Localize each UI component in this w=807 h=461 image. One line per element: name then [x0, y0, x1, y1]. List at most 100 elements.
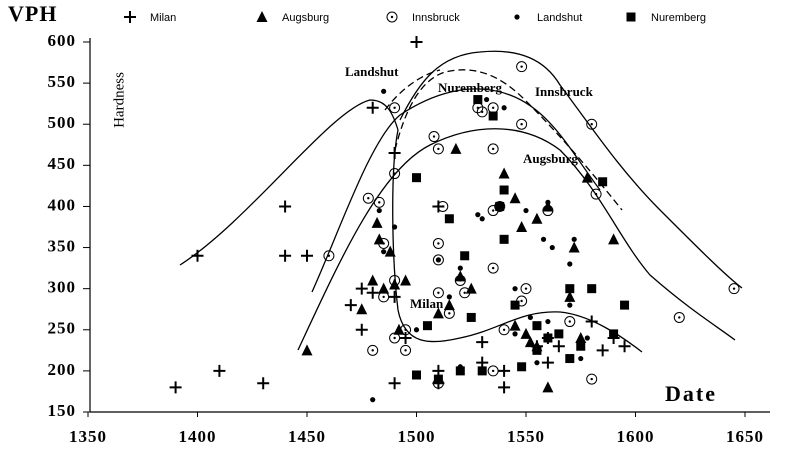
point — [412, 370, 421, 380]
marker-shape — [454, 274, 466, 286]
marker-shape — [367, 344, 379, 356]
point — [412, 173, 421, 183]
marker-shape — [545, 318, 551, 325]
x-tick-label: 1550 — [507, 427, 545, 446]
marker-shape — [389, 278, 401, 290]
marker-shape — [404, 328, 407, 331]
marker-shape — [191, 249, 204, 262]
marker-shape — [564, 290, 576, 302]
point — [575, 332, 587, 343]
annotation: Innsbruck — [535, 84, 594, 99]
point — [301, 344, 313, 356]
point — [435, 257, 441, 263]
marker-shape — [487, 143, 499, 155]
point — [487, 262, 499, 274]
legend-label: Nuremberg — [651, 12, 706, 24]
marker-shape — [554, 329, 564, 339]
curve — [392, 129, 643, 353]
point — [540, 236, 547, 242]
marker-shape — [388, 147, 401, 159]
marker-shape — [520, 327, 532, 339]
point — [388, 377, 401, 390]
point — [510, 300, 520, 310]
marker-shape — [568, 320, 571, 323]
curve — [179, 99, 399, 266]
marker-shape — [578, 355, 584, 362]
point — [498, 167, 510, 179]
marker-shape — [355, 323, 368, 336]
point — [355, 323, 368, 336]
point — [446, 294, 452, 300]
point — [596, 344, 609, 357]
marker-shape — [549, 244, 555, 251]
point — [356, 303, 368, 315]
point — [608, 233, 620, 245]
marker-shape — [483, 96, 490, 103]
marker-shape — [673, 311, 685, 323]
marker-shape — [520, 299, 523, 303]
point — [381, 88, 387, 94]
point — [516, 118, 528, 130]
point — [620, 300, 630, 310]
marker-shape — [412, 173, 421, 183]
marker-shape — [542, 205, 554, 217]
y-tick-label: 600 — [48, 31, 77, 50]
point — [487, 143, 499, 155]
marker-shape — [491, 209, 495, 212]
x-tick-label: 1650 — [726, 427, 764, 446]
marker-shape — [524, 287, 528, 290]
point — [516, 221, 528, 232]
point — [728, 283, 740, 295]
point — [455, 366, 465, 376]
marker-shape — [586, 373, 598, 385]
marker-shape — [546, 209, 550, 212]
point — [367, 274, 379, 286]
point — [378, 237, 390, 249]
point — [578, 355, 584, 362]
marker-shape — [608, 233, 620, 245]
marker-shape — [371, 216, 383, 228]
marker-shape — [590, 123, 593, 126]
point — [477, 366, 487, 376]
point — [512, 286, 518, 292]
marker-shape — [512, 331, 518, 337]
marker-shape — [477, 366, 487, 376]
y-tick-label: 350 — [48, 236, 77, 255]
point — [370, 397, 376, 403]
marker-shape — [256, 11, 268, 22]
point — [378, 282, 390, 294]
marker-shape — [520, 65, 523, 68]
y-tick-label: 250 — [48, 319, 77, 338]
marker-shape — [455, 366, 465, 376]
marker-shape — [390, 15, 394, 19]
marker-shape — [498, 167, 510, 179]
marker-shape — [532, 321, 542, 331]
point — [487, 102, 499, 114]
point — [389, 332, 401, 344]
marker-shape — [257, 377, 270, 390]
point — [475, 212, 481, 218]
point — [520, 327, 532, 339]
marker-shape — [565, 284, 575, 294]
marker-shape — [491, 106, 495, 109]
marker-shape — [213, 364, 226, 377]
x-tick-label: 1500 — [398, 427, 436, 446]
marker-shape — [491, 369, 495, 373]
marker-shape — [400, 274, 412, 286]
marker-shape — [502, 328, 506, 331]
point — [545, 318, 551, 325]
point — [432, 307, 444, 319]
point — [473, 95, 483, 105]
point — [432, 237, 444, 249]
point — [444, 214, 454, 224]
point — [344, 299, 357, 312]
annotation: Landshut — [345, 64, 399, 79]
marker-shape — [590, 188, 602, 200]
marker-shape — [432, 143, 444, 155]
point — [450, 142, 462, 154]
marker-shape — [585, 315, 598, 328]
marker-shape — [581, 171, 593, 183]
legend-marker — [514, 14, 520, 20]
marker-shape — [356, 303, 368, 315]
